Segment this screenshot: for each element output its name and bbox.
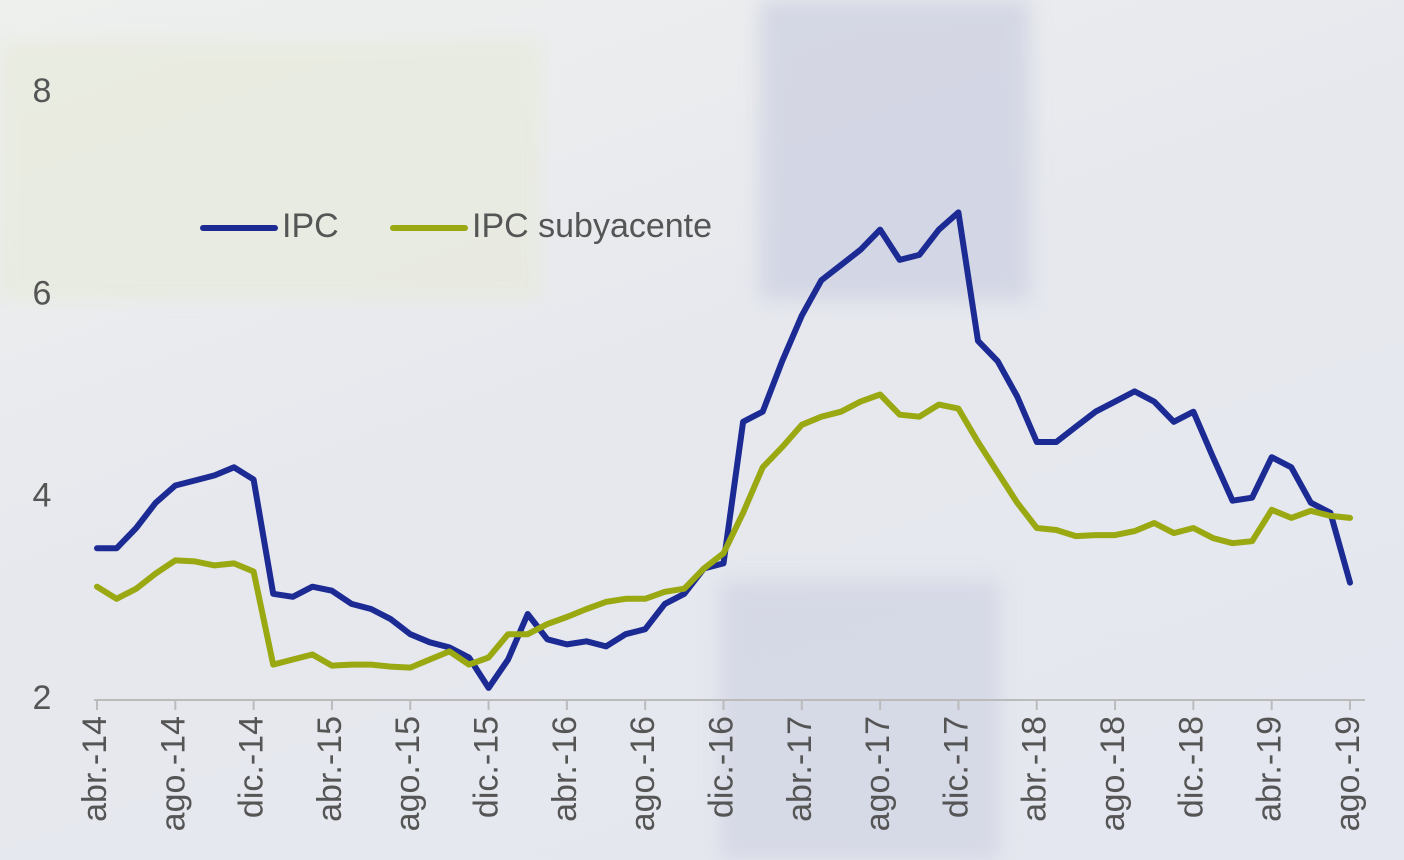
y-tick-label: 2 <box>33 679 52 717</box>
legend-label: IPC <box>282 207 339 245</box>
y-tick-label: 6 <box>33 274 52 312</box>
x-tick-label: ago.-16 <box>624 716 662 831</box>
bg-patch <box>0 40 540 300</box>
x-tick-label: dic.-14 <box>233 716 271 818</box>
x-tick-label: abr.-19 <box>1251 716 1289 822</box>
x-tick-label: abr.-14 <box>76 716 114 822</box>
x-tick-label: dic.-18 <box>1172 716 1210 818</box>
legend-label: IPC subyacente <box>472 207 712 245</box>
x-tick-label: abr.-18 <box>1016 716 1054 822</box>
x-tick-label: dic.-17 <box>937 716 975 818</box>
x-tick-label: abr.-16 <box>546 716 584 822</box>
x-tick-label: ago.-14 <box>154 716 192 831</box>
x-tick-label: abr.-17 <box>781 716 819 822</box>
bg-patch <box>720 580 1000 860</box>
y-tick-label: 8 <box>33 72 52 110</box>
x-tick-label: ago.-15 <box>389 716 427 831</box>
x-tick-label: abr.-15 <box>311 716 349 822</box>
line-series <box>94 209 1353 691</box>
x-tick-label: ago.-19 <box>1329 716 1367 831</box>
x-tick-label: dic.-15 <box>468 716 506 818</box>
x-tick-label: dic.-16 <box>702 716 740 818</box>
line-series <box>94 391 1353 671</box>
x-tick-label: ago.-18 <box>1094 716 1132 831</box>
y-tick-label: 4 <box>33 477 52 515</box>
x-tick-label: ago.-17 <box>859 716 897 831</box>
